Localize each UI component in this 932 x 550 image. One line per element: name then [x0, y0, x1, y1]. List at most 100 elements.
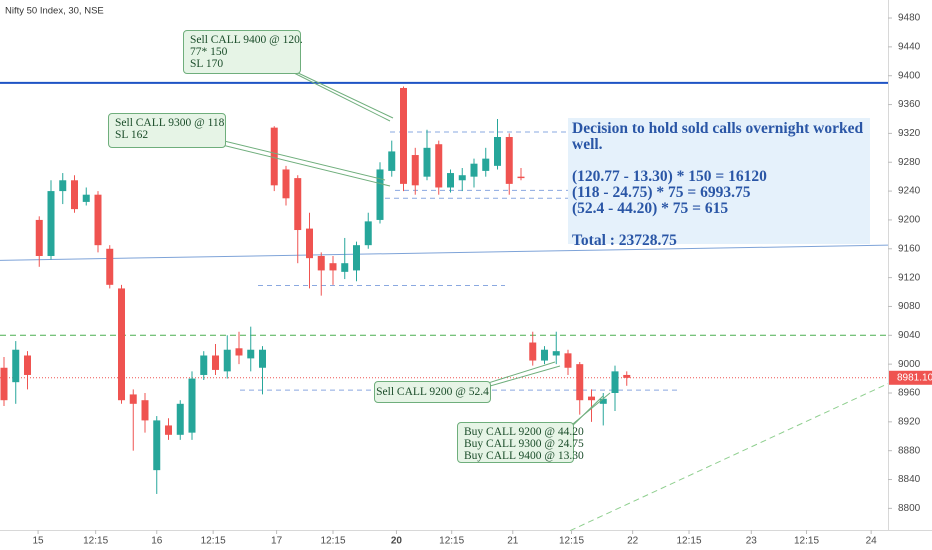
candle-body: [411, 155, 419, 186]
candle-body: [129, 394, 137, 404]
x-tick-label: 17: [271, 536, 283, 547]
candle-body: [223, 349, 231, 372]
plot-area: [0, 71, 889, 532]
annotation-line: Sell CALL 9300 @ 118: [115, 117, 225, 129]
y-tick-label: 8800: [898, 503, 921, 514]
candle-body: [329, 263, 337, 271]
candle-body: [552, 351, 560, 356]
y-tick-label: 9040: [898, 330, 921, 341]
y-tick-label: 9280: [898, 157, 921, 168]
y-tick-label: 8840: [898, 474, 921, 485]
candle-body: [517, 176, 525, 179]
candle-body: [59, 180, 67, 192]
y-tick-label: 9240: [898, 186, 921, 197]
candle-body: [576, 364, 584, 401]
summary-line: Decision to hold sold calls overnight wo…: [572, 120, 864, 153]
candle-body: [294, 178, 302, 231]
callout-connector: [293, 72, 391, 122]
candle-body: [611, 371, 619, 393]
candle-body: [282, 169, 290, 199]
candle-body: [564, 353, 572, 368]
annotation-line: Sell CALL 9400 @ 120.: [190, 34, 303, 46]
candle-body: [435, 144, 443, 188]
candle-body: [364, 221, 372, 246]
candle-body: [153, 420, 161, 471]
annotation-line: SL 170: [190, 58, 224, 70]
trend-line: [569, 383, 889, 532]
y-tick-label: 9200: [898, 215, 921, 226]
candle-body: [47, 191, 55, 256]
candle-body: [106, 248, 114, 285]
x-tick-label: 12:15: [794, 536, 819, 547]
candle-body: [12, 349, 20, 383]
candle-body: [458, 175, 466, 181]
x-tick-label: 15: [33, 536, 45, 547]
callout-connector: [217, 143, 391, 187]
annotation-line: Buy CALL 9200 @ 44.20: [464, 426, 584, 438]
candle-body: [400, 87, 407, 184]
last-price-label: 8981.10: [897, 372, 932, 383]
candle-body: [188, 378, 196, 433]
candle-body: [24, 355, 31, 375]
candle-body: [235, 348, 243, 356]
candle-body: [35, 219, 43, 256]
candle-body: [353, 245, 360, 271]
y-tick-label: 8960: [898, 388, 921, 399]
last-price-tag: [889, 370, 932, 385]
summary-line: (120.77 - 13.30) * 150 = 16120: [572, 168, 767, 185]
summary-line: Total : 23728.75: [572, 232, 677, 249]
x-tick-label: 12:15: [559, 536, 584, 547]
y-tick-label: 9120: [898, 272, 921, 283]
candle-body: [176, 403, 184, 435]
candle-body: [306, 228, 313, 259]
callout-connector: [484, 361, 556, 385]
candle-body: [247, 349, 255, 359]
y-tick-label: 9160: [898, 243, 921, 254]
annotation: Sell CALL 9200 @ 52.4: [374, 381, 491, 403]
callout-connector: [295, 71, 394, 119]
x-tick-label: 21: [507, 536, 519, 547]
y-tick-label: 9480: [898, 13, 921, 24]
summary-line: (118 - 24.75) * 75 = 6993.75: [572, 184, 751, 201]
candle-body: [270, 127, 278, 186]
annotation-line: Buy CALL 9400 @ 13.30: [464, 450, 584, 462]
annotation-line: Sell CALL 9200 @ 52.4: [376, 386, 489, 398]
y-tick-label: 9000: [898, 359, 921, 370]
y-tick-label: 8880: [898, 445, 921, 456]
annotation: Sell CALL 9300 @ 118 SL 162: [108, 113, 226, 148]
x-tick-label: 22: [627, 536, 639, 547]
candle-body: [505, 137, 513, 184]
candle-body: [529, 342, 537, 361]
annotation-line: 77* 150: [190, 46, 228, 58]
y-tick-label: 9400: [898, 70, 921, 81]
y-tick-label: 9080: [898, 301, 921, 312]
y-tick-label: 8920: [898, 416, 921, 427]
candle-body: [376, 169, 384, 220]
candle-body: [623, 374, 631, 378]
candle-body: [82, 194, 90, 202]
x-tick-label: 12:15: [320, 536, 345, 547]
y-tick-label: 9360: [898, 99, 921, 110]
summary-line: (52.4 - 44.20) * 75 = 615: [572, 200, 729, 217]
x-tick-label: 20: [391, 536, 403, 547]
annotation: Sell CALL 9400 @ 120. 77* 150 SL 170: [183, 30, 303, 74]
candle-body: [94, 194, 102, 246]
chart-title: Nifty 50 Index, 30, NSE: [5, 6, 104, 17]
trend-line: [0, 244, 889, 261]
candle-body: [200, 355, 208, 375]
candle-body: [341, 263, 349, 272]
x-tick-label: 12:15: [201, 536, 226, 547]
candle-body: [588, 396, 595, 401]
annotation: Buy CALL 9200 @ 44.20 Buy CALL 9300 @ 24.…: [457, 422, 584, 463]
annotation-line: SL 162: [115, 129, 149, 141]
x-tick-label: 12:15: [83, 536, 108, 547]
y-tick-label: 9440: [898, 42, 921, 53]
candle-body: [141, 400, 149, 421]
candle-body: [0, 367, 8, 401]
candle-body: [259, 349, 266, 368]
callout-connector: [567, 392, 611, 429]
candle-body: [494, 137, 501, 166]
candle-body: [423, 147, 431, 177]
candle-body: [599, 398, 607, 404]
